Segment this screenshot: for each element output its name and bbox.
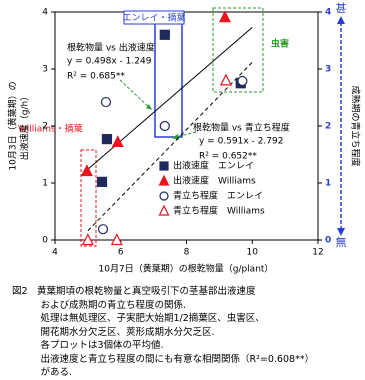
y2-tick-label: 2: [325, 122, 331, 132]
highlight-box: [80, 149, 97, 247]
legend-label: 青立ち程度 Williams: [173, 205, 265, 217]
data-point: [96, 176, 108, 187]
caption-line: および成熟期の青立ち程度の関係.: [12, 299, 187, 311]
x-label: 10月7日（黄葉期）の根乾物量（g/plant）: [99, 263, 274, 275]
y2-tick-label: 3: [325, 65, 331, 75]
equation: R² = 0.652**: [199, 152, 257, 162]
equation: 根乾物量 vs 青立ち程度: [193, 122, 290, 134]
caption-line: 出液速度と青立ち程度の間にも有意な相関関係（R²=0.608**）: [12, 353, 315, 365]
arrow-head: [146, 104, 152, 110]
data-point: [101, 134, 113, 145]
equation: R² = 0.685**: [67, 72, 125, 82]
equation: y = 0.591x - 2.792: [199, 137, 283, 147]
data-point: [237, 75, 248, 87]
x-tick-label: 4: [52, 248, 58, 258]
y-label: 出液速度（g/h）: [19, 92, 31, 160]
y2-tick-label: 4: [325, 8, 331, 18]
arrow: [175, 131, 197, 138]
x-tick-label: 6: [118, 248, 124, 258]
data-point: [100, 96, 112, 108]
data-point: [80, 164, 93, 177]
legend-marker: [158, 204, 170, 216]
equation: 根乾物量 vs 出液速度: [67, 42, 155, 54]
data-point: [97, 224, 109, 235]
label-box: [123, 10, 185, 25]
legend-label: 青立ち程度 エンレイ: [173, 190, 263, 202]
y2-label: 成熟期の青立ち程度: [350, 85, 362, 166]
data-point: [159, 120, 170, 132]
equation: y = 0.498x - 1.249: [67, 57, 152, 67]
data-point: [111, 135, 124, 148]
annotation: Williams・摘葉: [18, 123, 83, 135]
page: {"chart_data":{"type":"scatter", "xlabel…: [6, 2, 362, 378]
legend-marker: [159, 161, 169, 171]
arrow: [119, 79, 151, 109]
y-tick-label: 0: [42, 236, 48, 246]
chart: エンレイ・摘葉 Williams・摘葉 虫害 根乾物量 vs 出液速度 y = …: [7, 2, 362, 275]
caption-line: がある.: [12, 367, 73, 378]
y-tick-label: 3: [42, 65, 48, 75]
y2-tick-label: 1: [325, 179, 331, 189]
annotation: 虫害: [271, 38, 289, 50]
x-tick-label: 8: [184, 248, 190, 258]
y-label: 10月3日（黄葉期）の: [7, 81, 19, 170]
y2-top: 甚: [336, 2, 347, 15]
legend-label: 出液速度 エンレイ: [173, 160, 254, 172]
y-tick-label: 1: [42, 179, 48, 189]
x-tick-label: 10: [247, 248, 259, 258]
data-point: [219, 73, 232, 86]
caption-line: 図2 黄葉期頃の根乾物量と真空吸引下の茎基部出液速度: [12, 286, 256, 297]
y-tick-label: 4: [42, 8, 48, 18]
highlight-box: [212, 7, 264, 93]
y2-bottom: 無: [336, 235, 347, 249]
caption-line: 開花期水分欠乏区、莢形成期水分欠乏区.: [12, 326, 215, 338]
data-point: [218, 10, 231, 23]
trend-line: [87, 61, 253, 232]
y-tick-label: 2: [42, 122, 48, 132]
data-point: [81, 233, 94, 246]
legend-marker: [158, 174, 170, 186]
caption-line: 処理は無処理区、子実肥大始期1/2摘葉区、虫害区、: [12, 313, 265, 324]
legend-marker: [159, 191, 169, 201]
x-tick-label: 12: [312, 248, 323, 258]
annotation: エンレイ・摘葉: [122, 12, 185, 24]
legend-label: 出液速度 Williams: [173, 175, 256, 187]
y2-tick-label: 0: [325, 236, 331, 246]
data-point: [110, 233, 123, 246]
data-point: [159, 29, 170, 40]
caption-line: 各プロットは3個体の平均値.: [12, 340, 164, 351]
